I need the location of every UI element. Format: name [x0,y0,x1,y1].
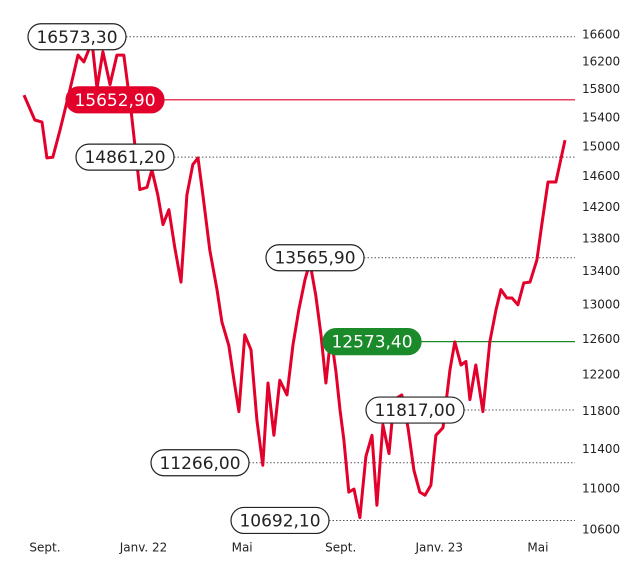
annotation: 13565,90 [265,244,365,272]
y-tick-label: 10600 [582,523,620,537]
y-tick-label: 14200 [582,200,620,214]
annotation-label: 11817,00 [374,401,455,421]
annotation-box [230,506,330,535]
annotation: 12573,40 [322,327,422,356]
annotation-box [75,143,175,171]
x-tick-label: Janv. 22 [119,541,168,555]
annotation: 10692,10 [230,506,330,535]
annotation-box [365,396,465,424]
annotation: 16573,30 [27,23,127,51]
annotation: 15652,90 [65,86,165,114]
annotation: 11817,00 [365,396,465,424]
y-tick-label: 14600 [582,169,620,183]
x-tick-label: Sept. [29,541,60,555]
y-tick-label: 12600 [582,332,620,346]
y-tick-label: 13400 [582,264,620,278]
y-tick-label: 11000 [582,482,620,496]
annotation-label: 15652,90 [74,91,155,111]
y-tick-label: 12200 [582,367,620,381]
y-tick-label: 13000 [582,297,620,311]
y-tick-label: 13800 [582,231,620,245]
annotation-label: 11266,00 [159,454,240,474]
annotation-box [150,449,250,477]
y-tick-label: 11800 [582,404,620,418]
y-tick-label: 15800 [582,82,620,96]
annotation-label: 14861,20 [84,148,165,168]
x-tick-label: Mai [527,541,548,555]
annotation-box [65,86,165,114]
x-tick-label: Janv. 23 [415,541,464,555]
y-tick-label: 16600 [582,28,620,42]
y-tick-label: 15400 [582,110,620,124]
annotation-box [27,23,127,51]
annotation: 14861,20 [75,143,175,171]
annotation-label: 13565,90 [274,249,355,269]
annotation-box [265,244,365,272]
annotation-box [322,327,422,356]
y-tick-label: 11400 [582,442,620,456]
x-tick-label: Sept. [325,541,356,555]
x-tick-label: Mai [232,541,253,555]
y-tick-label: 15000 [582,139,620,153]
annotation-label: 16573,30 [36,28,117,48]
annotation-label: 10692,10 [239,511,320,531]
annotation: 11266,00 [150,449,250,477]
annotation-label: 12573,40 [331,333,412,353]
y-tick-label: 16200 [582,54,620,68]
